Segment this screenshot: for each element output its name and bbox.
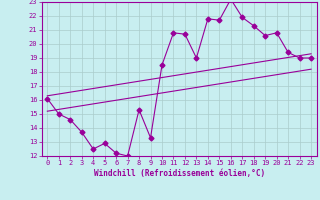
X-axis label: Windchill (Refroidissement éolien,°C): Windchill (Refroidissement éolien,°C) <box>94 169 265 178</box>
